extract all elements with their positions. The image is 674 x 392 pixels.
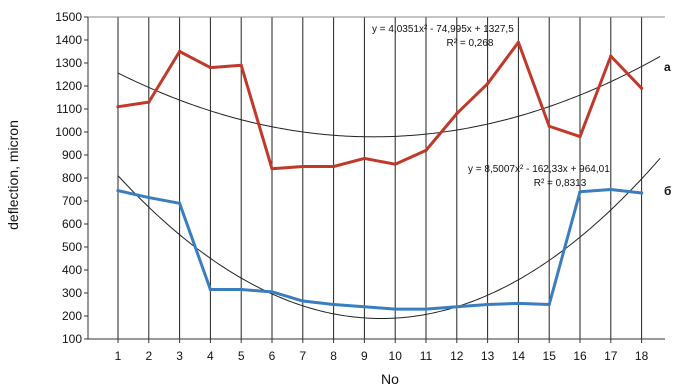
data-point-б-2	[147, 195, 151, 200]
data-point-б-13	[486, 302, 490, 307]
x-tick-label-4: 4	[207, 349, 214, 363]
axes-layer	[84, 16, 665, 343]
data-point-б-18	[640, 191, 644, 195]
data-point-a-8	[332, 164, 336, 169]
y-axis-title: deflection, micron	[5, 120, 21, 230]
trendline-layer	[117, 55, 661, 320]
data-point-б-9	[362, 305, 366, 309]
data-point-a-2	[147, 100, 151, 104]
trendline-r2-a: R² = 0,268	[447, 38, 494, 49]
data-point-б-8	[332, 302, 336, 307]
data-point-б-17	[609, 187, 613, 192]
data-point-б-7	[301, 299, 305, 303]
x-tick-label-18: 18	[635, 349, 649, 363]
y-tick-label-200: 200	[62, 309, 82, 323]
trendline-equation-b: y = 8,5007x² - 162,33x + 964,01	[468, 164, 610, 175]
x-tick-label-13: 13	[481, 349, 495, 363]
y-tick-label-600: 600	[62, 217, 82, 231]
data-point-б-5	[239, 287, 243, 292]
data-point-a-3	[178, 49, 182, 54]
data-point-б-1	[116, 189, 120, 193]
y-tick-label-500: 500	[62, 240, 82, 254]
data-point-a-1	[116, 105, 120, 109]
series-layer	[116, 40, 644, 311]
data-point-a-10	[393, 162, 397, 166]
y-tick-label-700: 700	[62, 194, 82, 208]
x-tick-label-17: 17	[604, 349, 618, 363]
y-tick-label-300: 300	[62, 286, 82, 300]
x-tick-label-5: 5	[238, 349, 245, 363]
x-tick-label-2: 2	[145, 349, 152, 363]
data-point-a-9	[362, 156, 366, 161]
y-tick-label-1200: 1200	[55, 79, 82, 93]
data-point-б-12	[455, 305, 459, 309]
data-point-б-6	[270, 290, 274, 294]
data-point-б-14	[516, 301, 521, 305]
x-tick-label-9: 9	[361, 349, 368, 363]
data-point-a-13	[486, 82, 490, 86]
trendline-equation-a: y = 4,0351x² - 74,995x + 1327,5	[372, 24, 514, 35]
data-point-б-15	[547, 302, 551, 307]
x-tick-label-16: 16	[573, 349, 587, 363]
y-tick-label-1000: 1000	[55, 125, 82, 139]
data-point-б-3	[178, 201, 182, 205]
trendline-a	[117, 55, 661, 138]
x-tick-label-6: 6	[269, 349, 276, 363]
y-tick-label-100: 100	[62, 332, 82, 346]
x-tick-label-1: 1	[115, 349, 122, 363]
x-tick-label-7: 7	[299, 349, 306, 363]
data-point-a-11	[424, 148, 428, 152]
y-tick-label-1300: 1300	[55, 56, 82, 70]
x-axis-title: No	[381, 371, 399, 387]
data-point-a-15	[547, 124, 551, 128]
x-tick-label-3: 3	[176, 349, 183, 363]
data-point-a-18	[640, 86, 644, 90]
x-tick-label-10: 10	[389, 349, 403, 363]
data-point-a-7	[301, 164, 305, 169]
series-tag-a: a	[664, 60, 671, 74]
y-tick-label-400: 400	[62, 263, 82, 277]
y-tick-label-800: 800	[62, 171, 82, 185]
series-line-б	[116, 188, 644, 311]
x-tick-label-14: 14	[512, 349, 526, 363]
x-tick-label-12: 12	[450, 349, 464, 363]
x-tick-label-15: 15	[543, 349, 557, 363]
data-point-б-10	[393, 307, 397, 311]
data-point-б-16	[578, 190, 582, 194]
data-point-б-4	[208, 287, 212, 292]
grid-layer	[117, 17, 643, 339]
y-tick-label-1100: 1100	[56, 102, 82, 116]
data-point-a-5	[239, 63, 243, 67]
trendline-б	[117, 157, 661, 320]
data-point-a-6	[270, 167, 274, 171]
y-tick-label-900: 900	[62, 148, 82, 162]
data-point-a-16	[578, 135, 582, 139]
series-line-a	[116, 40, 644, 171]
y-tick-label-1400: 1400	[55, 33, 82, 47]
data-point-a-12	[455, 112, 459, 116]
data-point-б-11	[424, 307, 428, 311]
x-tick-label-8: 8	[330, 349, 337, 363]
data-point-a-17	[609, 54, 613, 58]
series-tag-b: б	[664, 184, 671, 198]
labels-layer: 100 200 300 400 500 600 700 800 900 1000 1100 1200 1…	[55, 10, 648, 363]
y-tick-label-1500: 1500	[55, 10, 82, 24]
trendline-r2-b: R² = 0,8313	[534, 178, 587, 189]
data-point-a-4	[208, 66, 212, 70]
data-point-a-14	[516, 40, 521, 44]
x-tick-label-11: 11	[420, 349, 433, 363]
